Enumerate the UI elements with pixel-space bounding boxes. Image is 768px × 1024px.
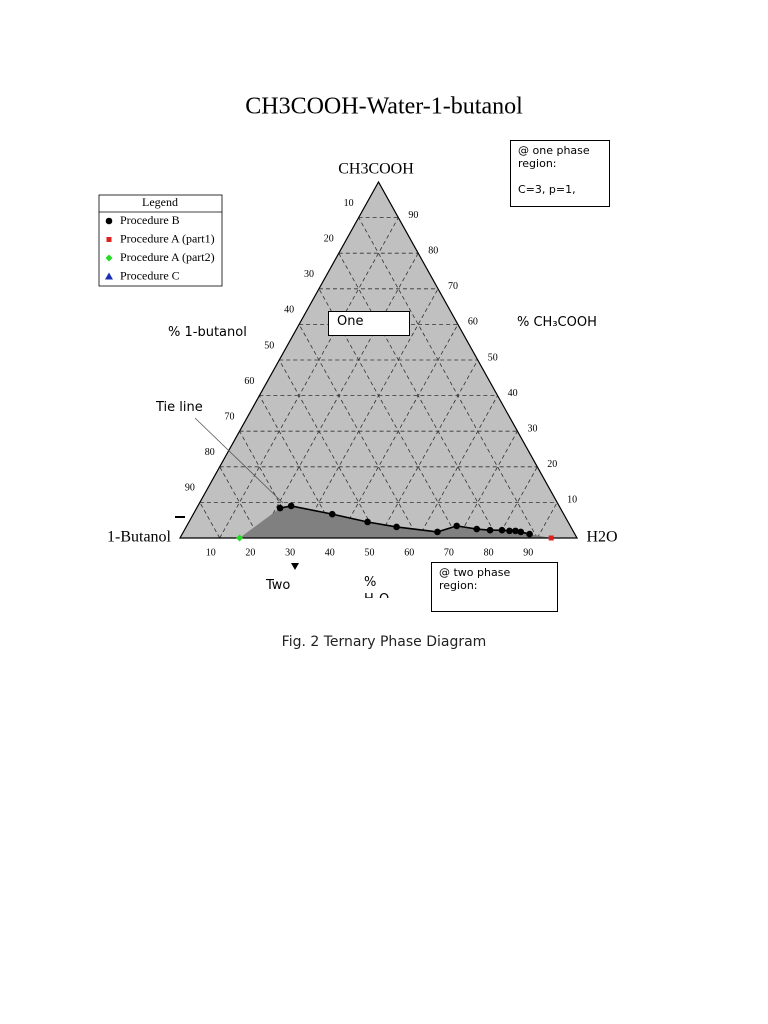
arrow-head bbox=[291, 563, 299, 570]
legend-label: Procedure A (part2) bbox=[120, 250, 215, 264]
point bbox=[328, 510, 336, 518]
legend: Legend Procedure B Procedure A (part1) Pro… bbox=[98, 194, 223, 287]
caption: Fig. 2 Ternary Phase Diagram bbox=[281, 634, 487, 650]
box-line: region: bbox=[439, 579, 478, 592]
point bbox=[364, 518, 371, 526]
point bbox=[105, 254, 113, 262]
point bbox=[506, 527, 513, 535]
point bbox=[105, 217, 113, 225]
triangle-outline bbox=[178, 180, 579, 539]
chart-title: CH3COOH-Water-1-butanol bbox=[245, 94, 523, 120]
tick-label: 40 bbox=[284, 305, 294, 316]
point bbox=[453, 522, 461, 530]
point bbox=[287, 502, 295, 510]
tick-label: 30 bbox=[304, 269, 314, 280]
tick-label: 80 bbox=[428, 245, 438, 256]
one-phase-box: @ one phase region: C=3, p=1, bbox=[510, 140, 610, 207]
axis-label: % CH₃COOH bbox=[517, 315, 597, 330]
grid-line bbox=[358, 217, 538, 539]
grid-line bbox=[298, 288, 439, 539]
box-line: region: bbox=[518, 157, 557, 170]
two-phase-box: @ two phase region: bbox=[431, 562, 558, 612]
tick-label: 60 bbox=[404, 547, 414, 558]
tick-label: 20 bbox=[324, 233, 334, 244]
point bbox=[276, 504, 284, 512]
vertex-label: H2O bbox=[586, 529, 617, 546]
tick-label: 20 bbox=[547, 459, 557, 470]
tick-label: 10 bbox=[567, 495, 577, 506]
tick-label: 80 bbox=[205, 447, 215, 458]
grid-line bbox=[338, 324, 459, 539]
tick-label: 10 bbox=[206, 547, 216, 558]
point bbox=[512, 527, 519, 535]
tick-label: 60 bbox=[244, 376, 254, 387]
tick-label: 40 bbox=[325, 547, 335, 558]
legend-title: Legend bbox=[142, 195, 178, 209]
tick-label: 70 bbox=[444, 547, 454, 558]
grid-line bbox=[457, 431, 518, 539]
tick-label: 30 bbox=[285, 547, 295, 558]
vertex-label: 1-Butanol bbox=[107, 529, 172, 546]
two-phase-region bbox=[239, 505, 552, 538]
point bbox=[106, 237, 112, 242]
tick-label: 10 bbox=[344, 198, 354, 209]
axis-label: % 1-butanol bbox=[168, 325, 247, 340]
grid-line bbox=[219, 217, 399, 539]
plot: 10 20 30 40 50 60 70 80 90 10 20 30 40 50 60 70 80 90 10 20… bbox=[178, 180, 579, 558]
box-line: @ two phase bbox=[439, 566, 511, 579]
vertex-label: CH3COOH bbox=[338, 161, 414, 178]
point bbox=[498, 526, 506, 534]
point bbox=[105, 272, 113, 280]
tick-label: 80 bbox=[484, 547, 494, 558]
tick-label: 50 bbox=[264, 340, 274, 351]
grid-line bbox=[278, 359, 379, 539]
tick-label: 40 bbox=[508, 388, 518, 399]
annotation: Tie line bbox=[156, 400, 203, 415]
point bbox=[486, 526, 494, 534]
grid-line bbox=[417, 395, 498, 539]
tick-label: 90 bbox=[523, 547, 533, 558]
grid-line bbox=[259, 395, 340, 539]
box-line: C=3, p=1, bbox=[518, 183, 576, 196]
point bbox=[473, 525, 481, 533]
tick-label: 90 bbox=[408, 210, 418, 221]
box-line: @ one phase bbox=[518, 144, 590, 157]
point bbox=[393, 523, 400, 531]
tick-label: 70 bbox=[448, 281, 458, 292]
tick-label: 60 bbox=[468, 317, 478, 328]
point bbox=[236, 534, 244, 542]
grid-line bbox=[378, 359, 479, 539]
axis-label: % bbox=[364, 575, 377, 590]
point bbox=[434, 528, 441, 536]
tick-label: 30 bbox=[527, 423, 537, 434]
legend-label: Procedure C bbox=[120, 268, 180, 282]
tick-label: 90 bbox=[185, 483, 195, 494]
tick-label: 50 bbox=[488, 352, 498, 363]
grid-line bbox=[259, 253, 419, 539]
legend-label: Procedure A (part1) bbox=[120, 231, 215, 245]
tick-label: 20 bbox=[245, 547, 255, 558]
point bbox=[517, 528, 525, 536]
point bbox=[548, 535, 554, 541]
annotation: Two bbox=[266, 578, 291, 593]
grid-line bbox=[239, 431, 300, 539]
axis-label: H₂O bbox=[364, 591, 389, 598]
leader-line bbox=[194, 417, 284, 504]
legend-box bbox=[98, 194, 223, 287]
grid-line bbox=[318, 288, 459, 539]
one-box: One bbox=[328, 311, 410, 336]
tick-label: 50 bbox=[365, 547, 375, 558]
tick-label: 70 bbox=[225, 411, 235, 422]
legend-label: Procedure B bbox=[120, 213, 180, 227]
point bbox=[526, 530, 533, 538]
